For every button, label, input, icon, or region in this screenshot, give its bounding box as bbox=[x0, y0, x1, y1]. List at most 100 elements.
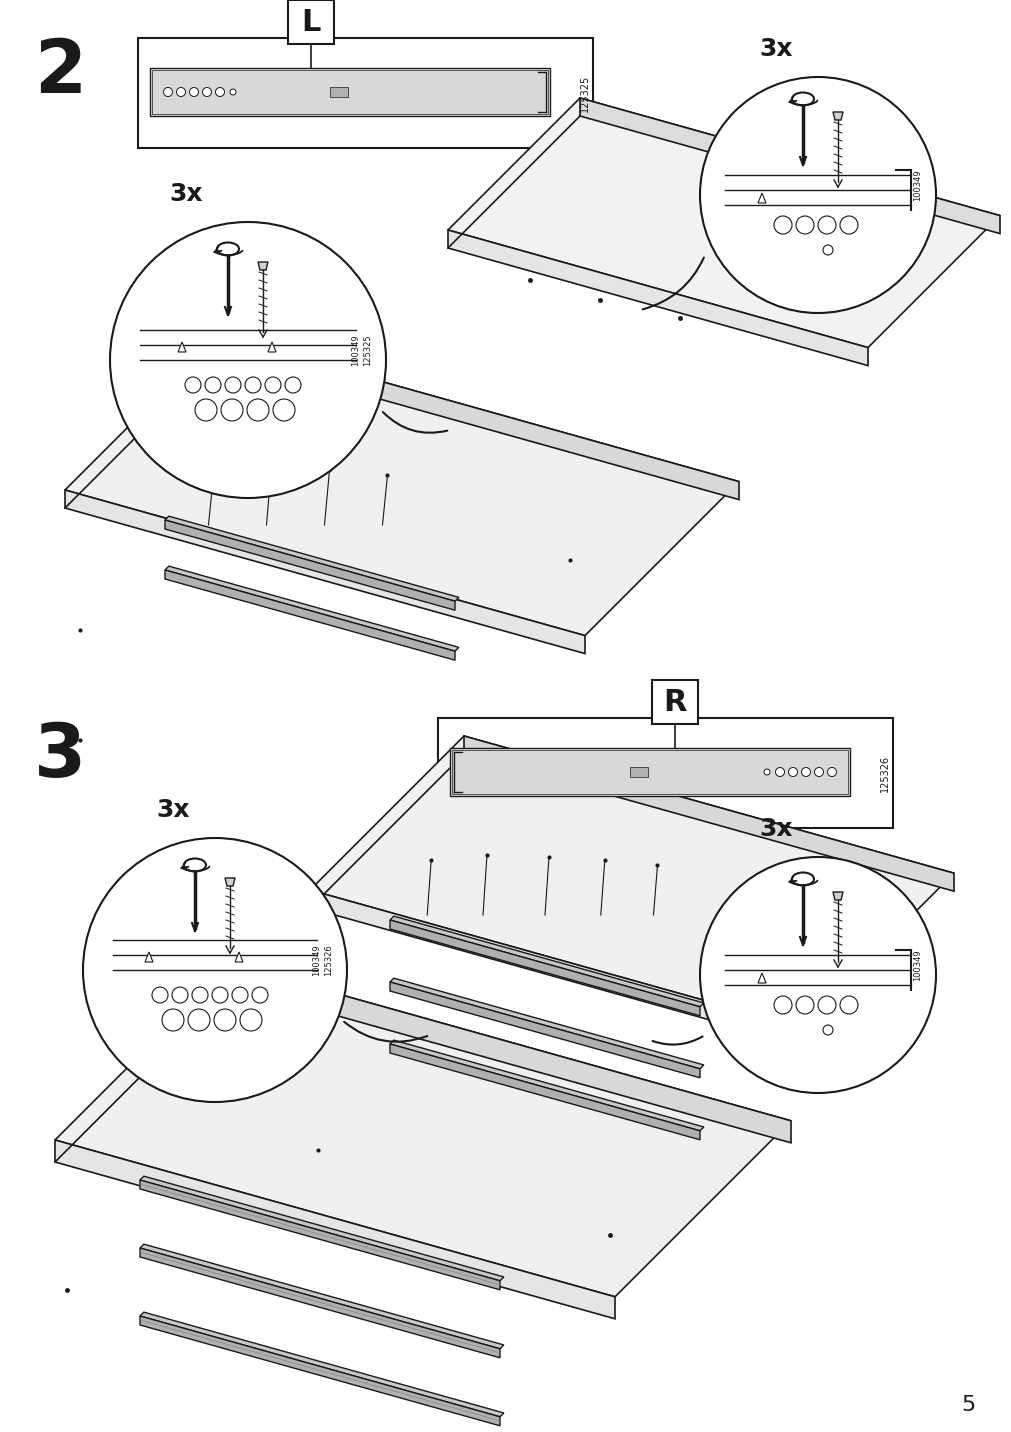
Polygon shape bbox=[140, 1316, 499, 1426]
Circle shape bbox=[192, 987, 208, 1002]
Circle shape bbox=[788, 768, 797, 776]
Polygon shape bbox=[389, 1044, 700, 1140]
Polygon shape bbox=[65, 337, 738, 636]
Polygon shape bbox=[258, 262, 268, 271]
Polygon shape bbox=[165, 520, 455, 610]
Circle shape bbox=[232, 987, 248, 1002]
Circle shape bbox=[229, 89, 236, 95]
Circle shape bbox=[247, 400, 269, 421]
Polygon shape bbox=[55, 964, 791, 1297]
Polygon shape bbox=[165, 570, 455, 660]
Polygon shape bbox=[309, 891, 800, 1045]
Circle shape bbox=[822, 1025, 832, 1035]
Circle shape bbox=[172, 987, 188, 1002]
Polygon shape bbox=[832, 892, 842, 899]
Text: 5: 5 bbox=[959, 1395, 975, 1415]
Text: R: R bbox=[662, 687, 685, 716]
Circle shape bbox=[202, 87, 211, 96]
Bar bbox=[651, 680, 697, 725]
Text: 2: 2 bbox=[34, 36, 86, 109]
Circle shape bbox=[827, 768, 836, 776]
Ellipse shape bbox=[184, 859, 206, 872]
Bar bbox=[150, 67, 549, 116]
Text: 3x: 3x bbox=[758, 818, 792, 841]
Circle shape bbox=[189, 87, 198, 96]
Bar bbox=[287, 0, 334, 44]
Bar bbox=[630, 768, 647, 778]
Bar bbox=[450, 748, 849, 796]
Circle shape bbox=[817, 216, 835, 233]
Circle shape bbox=[773, 997, 792, 1014]
Text: 125326: 125326 bbox=[880, 755, 889, 792]
Circle shape bbox=[245, 377, 261, 392]
Bar bbox=[137, 39, 592, 147]
Circle shape bbox=[152, 987, 168, 1002]
Circle shape bbox=[700, 856, 935, 1093]
Circle shape bbox=[763, 769, 769, 775]
Ellipse shape bbox=[792, 93, 813, 106]
Polygon shape bbox=[757, 972, 765, 982]
Circle shape bbox=[801, 768, 810, 776]
Circle shape bbox=[176, 87, 185, 96]
Circle shape bbox=[285, 377, 300, 392]
Circle shape bbox=[839, 997, 857, 1014]
Circle shape bbox=[817, 997, 835, 1014]
Circle shape bbox=[839, 216, 857, 233]
Bar bbox=[152, 70, 548, 115]
Polygon shape bbox=[178, 342, 186, 352]
Bar bbox=[438, 717, 892, 828]
Circle shape bbox=[240, 1010, 262, 1031]
Text: 125325: 125325 bbox=[363, 334, 372, 365]
Circle shape bbox=[814, 768, 823, 776]
Polygon shape bbox=[389, 982, 700, 1078]
Text: 100349: 100349 bbox=[913, 949, 922, 981]
Polygon shape bbox=[140, 1180, 499, 1290]
Circle shape bbox=[83, 838, 347, 1103]
Circle shape bbox=[213, 1010, 236, 1031]
Circle shape bbox=[185, 377, 201, 392]
Circle shape bbox=[700, 77, 935, 314]
Polygon shape bbox=[389, 1040, 704, 1131]
Polygon shape bbox=[140, 1312, 503, 1416]
Text: 3x: 3x bbox=[156, 798, 190, 822]
Polygon shape bbox=[224, 878, 235, 886]
Circle shape bbox=[164, 87, 172, 96]
Polygon shape bbox=[140, 1176, 503, 1280]
Polygon shape bbox=[165, 516, 458, 601]
Circle shape bbox=[205, 377, 220, 392]
Text: 3x: 3x bbox=[169, 182, 202, 206]
Polygon shape bbox=[832, 112, 842, 120]
Circle shape bbox=[252, 987, 268, 1002]
Text: 125326: 125326 bbox=[325, 944, 334, 975]
Polygon shape bbox=[579, 97, 999, 233]
Circle shape bbox=[162, 1010, 184, 1031]
Polygon shape bbox=[309, 736, 953, 1027]
Circle shape bbox=[273, 400, 295, 421]
Polygon shape bbox=[757, 193, 765, 203]
Text: 3: 3 bbox=[33, 719, 86, 792]
Polygon shape bbox=[235, 952, 243, 962]
Circle shape bbox=[110, 222, 385, 498]
Polygon shape bbox=[140, 1244, 503, 1349]
Polygon shape bbox=[389, 978, 704, 1068]
Circle shape bbox=[796, 997, 813, 1014]
Circle shape bbox=[188, 1010, 210, 1031]
Polygon shape bbox=[463, 736, 953, 891]
Text: 100349: 100349 bbox=[312, 944, 321, 975]
Circle shape bbox=[822, 245, 832, 255]
Circle shape bbox=[215, 87, 224, 96]
Text: 125325: 125325 bbox=[579, 74, 589, 112]
Polygon shape bbox=[140, 1249, 499, 1358]
Ellipse shape bbox=[792, 872, 813, 885]
Circle shape bbox=[220, 400, 243, 421]
Circle shape bbox=[796, 216, 813, 233]
Polygon shape bbox=[65, 490, 584, 653]
Polygon shape bbox=[231, 964, 791, 1143]
Polygon shape bbox=[448, 231, 867, 365]
Text: 100349: 100349 bbox=[351, 334, 360, 365]
Ellipse shape bbox=[216, 242, 239, 255]
Circle shape bbox=[774, 768, 784, 776]
Polygon shape bbox=[448, 97, 999, 348]
Polygon shape bbox=[55, 1140, 615, 1319]
Circle shape bbox=[265, 377, 281, 392]
